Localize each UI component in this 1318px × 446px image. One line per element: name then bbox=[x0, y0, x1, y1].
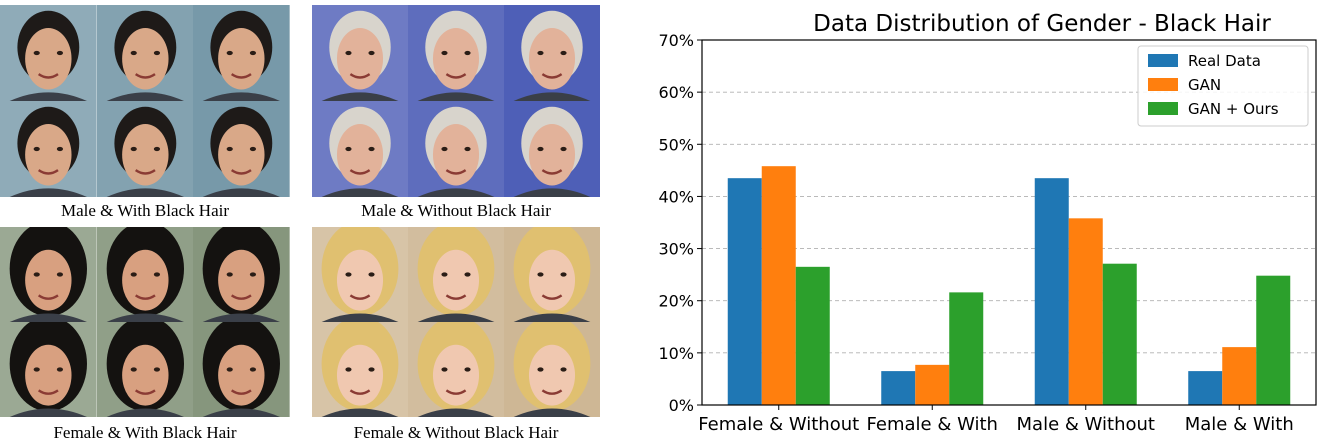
legend-label: GAN + Ours bbox=[1188, 100, 1279, 118]
face-photo bbox=[312, 5, 408, 101]
caption-female-with-black-hair: Female & With Black Hair bbox=[53, 423, 237, 442]
face-grid-female-with-black-hair bbox=[0, 227, 290, 417]
bar-gan-1 bbox=[915, 364, 950, 405]
caption-female-without-black-hair: Female & Without Black Hair bbox=[353, 423, 559, 442]
y-tick-label: 0% bbox=[669, 396, 694, 415]
legend-swatch bbox=[1148, 54, 1178, 67]
face-photo bbox=[408, 101, 504, 197]
legend-label: Real Data bbox=[1188, 52, 1261, 70]
legend-box bbox=[1137, 45, 1309, 127]
axis-ticks: 0% 10% 20% 30% 40% 50% 60% 70% Female & Without F… bbox=[658, 31, 1293, 435]
face-photo bbox=[408, 322, 504, 417]
face-photo bbox=[312, 227, 408, 322]
x-tick-label: Male & Without bbox=[1017, 414, 1155, 435]
face-photo bbox=[96, 5, 194, 101]
face-photo bbox=[0, 5, 97, 101]
face-photo bbox=[193, 227, 290, 322]
bar-gan-ours-0 bbox=[795, 266, 830, 405]
axes-frame bbox=[701, 39, 1317, 406]
legend-swatch bbox=[1148, 78, 1178, 91]
face-photo bbox=[96, 322, 194, 417]
face-photo bbox=[408, 5, 504, 101]
bar-gan-ours-1 bbox=[949, 292, 984, 405]
face-photo bbox=[312, 322, 408, 417]
y-tick-label: 20% bbox=[658, 292, 694, 311]
legend-swatch bbox=[1148, 102, 1178, 115]
bar-gan-3 bbox=[1222, 347, 1257, 405]
x-tick-label: Male & With bbox=[1185, 414, 1294, 435]
y-tick-label: 60% bbox=[658, 83, 694, 102]
y-tick-label: 50% bbox=[658, 135, 694, 154]
bar-gan-ours-3 bbox=[1256, 275, 1291, 405]
face-photo bbox=[0, 227, 97, 322]
bars bbox=[727, 166, 1291, 405]
bar-chart: Data Distribution of Gender - Black Hair… bbox=[658, 11, 1317, 435]
face-photo bbox=[504, 227, 600, 322]
face-photo bbox=[0, 322, 97, 417]
face-grid-female-without-black-hair bbox=[312, 227, 600, 417]
y-tick-label: 70% bbox=[658, 31, 694, 50]
bar-gan-2 bbox=[1068, 218, 1103, 405]
face-photo bbox=[193, 322, 290, 417]
legend: Real Data GAN GAN + Ours bbox=[1137, 45, 1309, 127]
face-photo bbox=[504, 5, 600, 101]
face-photo bbox=[96, 101, 194, 197]
x-tick-label: Female & Without bbox=[698, 414, 859, 435]
face-photo bbox=[408, 227, 504, 322]
bar-gan-0 bbox=[761, 166, 796, 405]
bar-gan-ours-2 bbox=[1102, 263, 1137, 405]
face-photo bbox=[193, 101, 290, 197]
y-tick-label: 30% bbox=[658, 240, 694, 259]
x-tick-label: Female & With bbox=[867, 414, 998, 435]
face-photo bbox=[312, 101, 408, 197]
face-photo bbox=[193, 5, 290, 101]
caption-male-without-black-hair: Male & Without Black Hair bbox=[361, 201, 551, 220]
face-photo bbox=[504, 101, 600, 197]
bar-real-data-1 bbox=[881, 371, 916, 405]
legend-label: GAN bbox=[1188, 76, 1221, 94]
y-tick-label: 10% bbox=[658, 344, 694, 363]
bar-real-data-3 bbox=[1188, 371, 1223, 405]
face-photo bbox=[504, 322, 600, 417]
caption-male-with-black-hair: Male & With Black Hair bbox=[60, 201, 230, 220]
face-grid-male-with-black-hair bbox=[0, 5, 290, 197]
y-tick-label: 40% bbox=[658, 187, 694, 206]
face-grid-male-without-black-hair bbox=[312, 5, 600, 197]
face-photo bbox=[96, 227, 194, 322]
chart-title: Data Distribution of Gender - Black Hair bbox=[813, 11, 1271, 37]
bar-real-data-2 bbox=[1034, 178, 1069, 405]
face-photo bbox=[0, 101, 97, 197]
bar-real-data-0 bbox=[727, 178, 762, 405]
